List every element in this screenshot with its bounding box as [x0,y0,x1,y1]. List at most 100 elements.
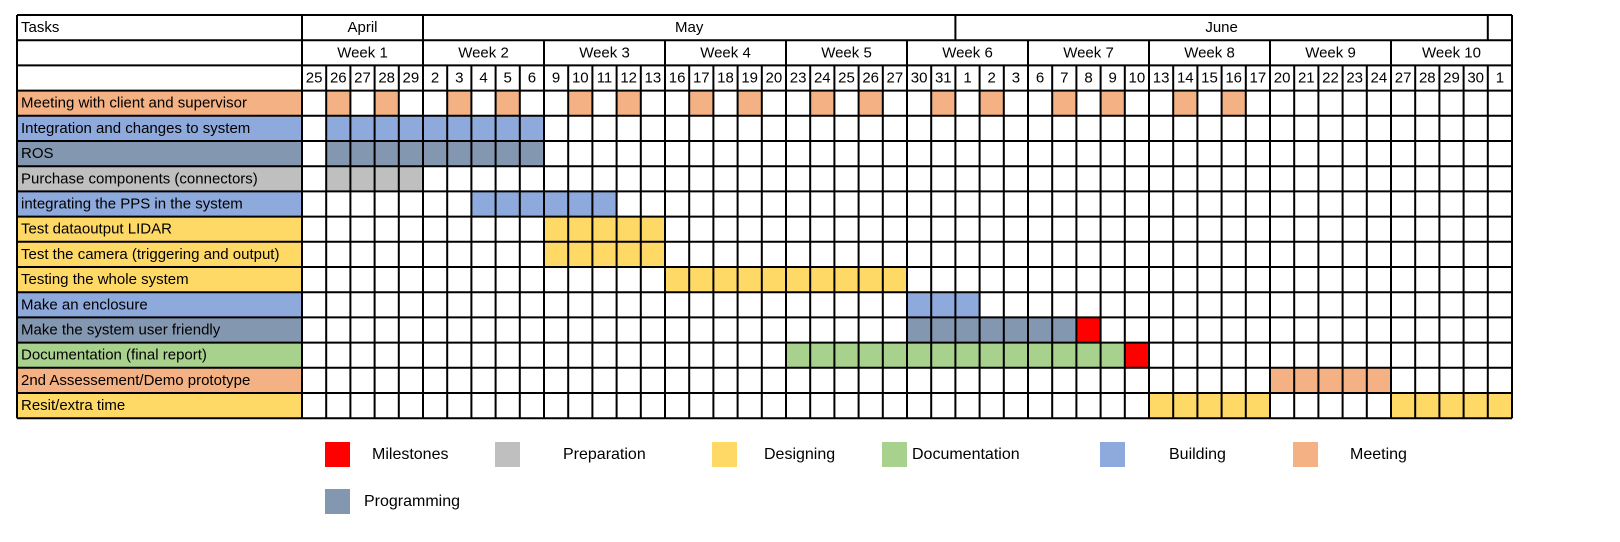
day-label: 8 [1084,70,1092,87]
task-bar-cell [495,191,520,217]
task-label-cell [17,90,302,116]
task-bar-cell [495,90,520,116]
milestone-cell [1076,317,1101,343]
task-bar-cell [495,141,520,167]
task-bar-cell [326,90,351,116]
task-label-cell [17,191,302,217]
task-bar-cell [858,342,883,368]
task-bar-cell [834,342,859,368]
task-bar-cell [858,267,883,293]
legend-swatch-preparation [495,442,520,467]
task-name: Testing the whole system [21,271,189,288]
task-bar-cell [1487,393,1512,419]
task-bar-cell [737,267,762,293]
day-label: 18 [717,70,734,87]
day-label: 4 [479,70,487,87]
day-label: 17 [1250,70,1267,87]
day-label: 23 [1346,70,1363,87]
task-bar-cell [1003,317,1028,343]
task-name: Make the system user friendly [21,322,221,339]
day-label: 13 [1153,70,1170,87]
task-label-cell [17,216,302,242]
legend-swatch-milestone [325,442,350,467]
task-bar-cell [931,90,956,116]
legend-item-meeting: Meeting [1293,442,1407,467]
task-bar-cell [931,292,956,318]
day-label: 24 [814,70,831,87]
task-bar-cell [931,317,956,343]
day-label: 26 [862,70,879,87]
day-label: 17 [693,70,710,87]
milestone-cell [1124,342,1149,368]
task-bar-cell [1221,90,1246,116]
task-name: Documentation (final report) [21,347,207,364]
task-label-cell [17,115,302,141]
task-bar-cell [737,90,762,116]
legend-label-milestone: Milestones [372,445,449,463]
legend-item-building: Building [1100,442,1226,467]
task-bar-cell [786,342,811,368]
day-label: 3 [1012,70,1020,87]
task-bar-cell [786,267,811,293]
day-label: 12 [620,70,637,87]
task-name: Test dataoutput LIDAR [21,221,172,238]
task-bar-cell [955,292,980,318]
task-bar-cell [374,141,399,167]
day-label: 20 [766,70,783,87]
task-label-cell [17,393,302,419]
task-label-cell [17,367,302,393]
day-label: 30 [1467,70,1484,87]
task-bar-cell [979,342,1004,368]
task-bar-cell [834,267,859,293]
task-bar-cell [350,141,375,167]
task-bar-cell [616,216,641,242]
task-bar-cell [544,191,569,217]
task-bar-cell [374,166,399,192]
month-label: April [347,19,377,36]
task-bar-cell [447,141,472,167]
task-bar-cell [955,317,980,343]
week-label: Week 3 [579,44,630,61]
legend-label-preparation: Preparation [563,445,646,463]
task-bar-cell [858,90,883,116]
day-label: 29 [1443,70,1460,87]
task-bar-cell [1173,90,1198,116]
day-label: 27 [354,70,371,87]
task-bar-cell [882,342,907,368]
day-label: 5 [504,70,512,87]
task-bar-cell [1270,367,1295,393]
task-bar-cell [1197,393,1222,419]
month-label: May [675,19,704,36]
task-name: Meeting with client and supervisor [21,95,247,112]
task-bar-cell [519,115,544,141]
week-label: Week 2 [458,44,509,61]
task-bar-cell [810,267,835,293]
task-name: Integration and changes to system [21,120,250,137]
day-label: 28 [378,70,395,87]
task-bar-cell [1366,367,1391,393]
day-label: 22 [1322,70,1339,87]
day-label: 3 [455,70,463,87]
day-label: 6 [1036,70,1044,87]
day-label: 14 [1177,70,1194,87]
legend-swatch-programming [325,489,350,514]
task-bar-cell [423,115,448,141]
week-label: Week 8 [1184,44,1235,61]
task-bar-cell [1100,342,1125,368]
task-bar-cell [810,342,835,368]
day-label: 30 [911,70,928,87]
day-label: 27 [887,70,904,87]
task-bar-cell [592,241,617,267]
task-bar-cell [1028,342,1053,368]
task-bar-cell [471,141,496,167]
task-label-cell [17,141,302,167]
legend-item-documentation: Documentation [882,442,1020,467]
task-bar-cell [568,241,593,267]
task-name: integrating the PPS in the system [21,196,243,213]
task-bar-cell [882,267,907,293]
day-label: 23 [790,70,807,87]
day-label: 16 [669,70,686,87]
task-bar-cell [326,115,351,141]
task-bar-cell [979,317,1004,343]
legend-swatch-meeting [1293,442,1318,467]
